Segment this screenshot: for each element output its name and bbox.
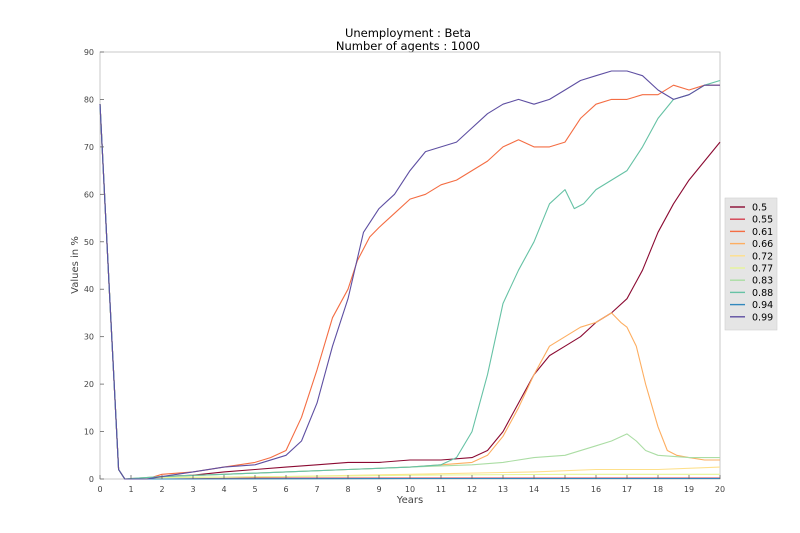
legend-entry: 0.66 (752, 239, 773, 250)
x-axis-label: Years (396, 495, 423, 506)
chart-subtitle: Number of agents : 1000 (336, 39, 480, 53)
chart-title: Unemployment : Beta (345, 26, 471, 40)
y-tick-label: 30 (84, 333, 94, 342)
y-tick-label: 20 (84, 380, 94, 389)
x-tick-label: 11 (436, 485, 446, 494)
x-tick-label: 9 (376, 485, 381, 494)
legend-entry: 0.83 (752, 276, 773, 287)
x-tick-label: 8 (345, 485, 350, 494)
x-tick-label: 3 (190, 485, 195, 494)
x-tick-label: 20 (715, 485, 725, 494)
x-tick-label: 18 (653, 485, 663, 494)
x-tick-label: 1 (128, 485, 133, 494)
series-line-0-61 (99, 84, 720, 480)
y-axis-ticks: 0 10 20 30 40 50 60 70 80 90 (84, 48, 104, 484)
x-tick-label: 12 (467, 485, 477, 494)
x-tick-label: 6 (283, 485, 288, 494)
x-axis-ticks: 0 1 2 3 4 5 6 7 8 9 10 11 12 13 14 15 16 17 18 19 20 (97, 475, 725, 494)
y-tick-label: 10 (84, 428, 94, 437)
legend-entry: 0.5 (752, 203, 767, 214)
legend-entry: 0.99 (752, 312, 773, 323)
plot-area (99, 51, 721, 480)
x-tick-label: 5 (252, 485, 257, 494)
x-tick-label: 2 (159, 485, 164, 494)
y-tick-label: 60 (84, 190, 94, 199)
legend-entry: 0.61 (752, 227, 773, 238)
x-tick-label: 10 (405, 485, 415, 494)
legend-entry: 0.55 (752, 215, 773, 226)
legend-box (724, 197, 778, 331)
series-layer (99, 70, 721, 480)
series-line-0-72 (99, 104, 721, 480)
series-line-0-55 (99, 104, 720, 480)
x-tick-label: 17 (622, 485, 632, 494)
series-line-0-94 (99, 104, 720, 480)
y-tick-label: 70 (84, 143, 94, 152)
y-tick-label: 40 (84, 285, 94, 294)
x-tick-label: 14 (529, 485, 539, 494)
x-tick-label: 15 (560, 485, 570, 494)
x-tick-label: 4 (221, 485, 226, 494)
y-tick-label: 80 (84, 95, 94, 104)
x-tick-label: 19 (684, 485, 694, 494)
series-line-0-83 (99, 104, 720, 480)
plot-frame (99, 51, 721, 480)
y-tick-label: 0 (89, 475, 94, 484)
legend-entry: 0.77 (752, 264, 773, 275)
x-tick-label: 0 (97, 485, 102, 494)
y-tick-label: 90 (84, 48, 94, 57)
y-axis-label: Values in % (70, 236, 81, 294)
series-line-0-66 (99, 104, 720, 480)
legend-entry: 0.94 (752, 300, 773, 311)
series-line-0-99 (99, 70, 720, 480)
x-tick-label: 13 (498, 485, 508, 494)
legend-entry: 0.88 (752, 288, 773, 299)
y-tick-label: 50 (84, 238, 94, 247)
legend-entry: 0.72 (752, 251, 773, 262)
x-tick-label: 7 (314, 485, 319, 494)
legend: 0.50.550.610.660.72 0.770.830.880.940.99 (724, 197, 778, 331)
series-line-0-77 (99, 104, 720, 480)
series-line-0-5 (99, 104, 721, 480)
x-tick-label: 16 (591, 485, 601, 494)
series-line-0-88 (99, 79, 721, 480)
